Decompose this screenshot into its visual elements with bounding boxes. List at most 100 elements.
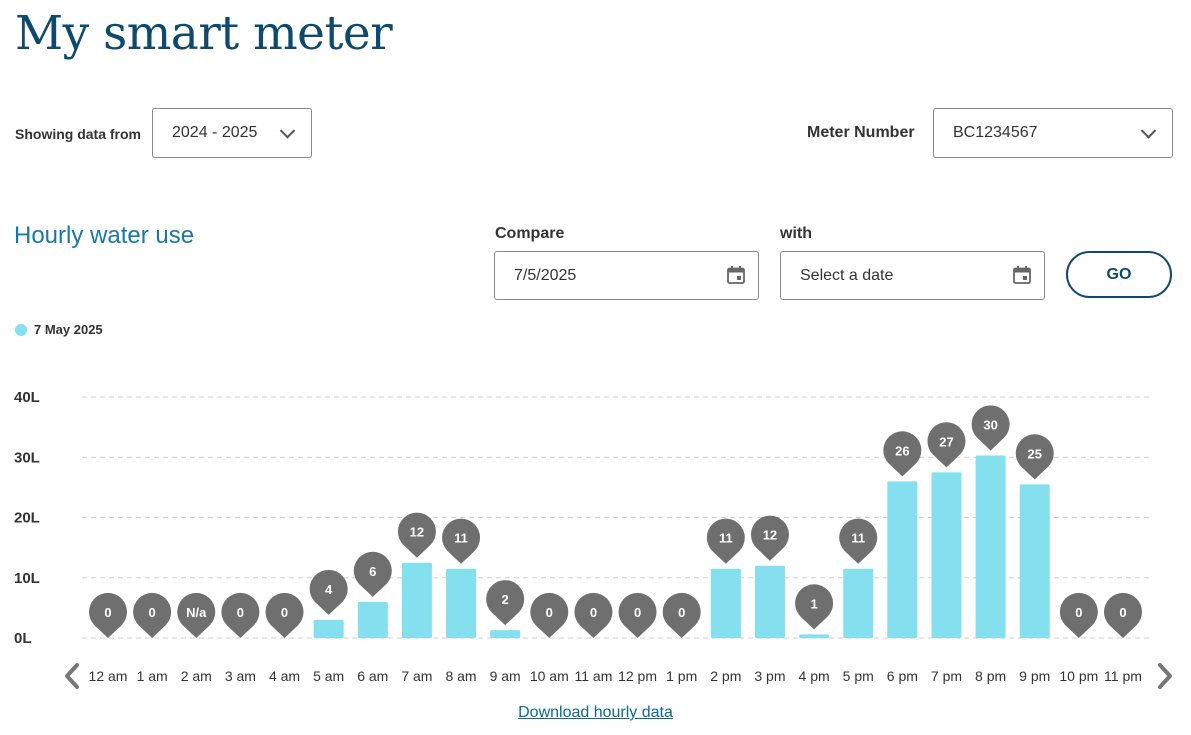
value-marker: [574, 592, 613, 638]
data-label: 27: [939, 434, 953, 449]
data-label: 0: [281, 605, 288, 620]
value-marker: [89, 592, 127, 638]
value-marker: [883, 431, 922, 477]
x-tick-label: 10 am: [530, 668, 569, 684]
data-label: 26: [895, 443, 909, 458]
value-marker: [795, 584, 834, 630]
data-label: N/a: [186, 605, 207, 620]
legend-swatch: [15, 324, 27, 336]
data-label: 1: [810, 596, 817, 611]
value-marker: [839, 518, 878, 564]
data-label: 4: [325, 582, 333, 597]
page-title: My smart meter: [15, 6, 393, 61]
legend-label: 7 May 2025: [34, 322, 103, 337]
section-title: Hourly water use: [14, 222, 195, 249]
download-hourly-data-link[interactable]: Download hourly data: [518, 704, 673, 721]
x-tick-label: 5 pm: [843, 668, 874, 684]
data-label: 0: [237, 605, 244, 620]
data-label: 11: [719, 531, 733, 546]
value-marker: [662, 592, 701, 638]
compare-label: Compare: [495, 225, 565, 242]
data-label: 0: [590, 605, 597, 620]
bar: [401, 562, 432, 638]
meter-number-select[interactable]: BC1234567: [933, 108, 1173, 158]
value-marker: [309, 569, 348, 615]
x-tick-label: 8 am: [445, 668, 476, 684]
data-label: 30: [983, 417, 997, 432]
with-label: with: [780, 225, 812, 242]
compare-date-value: 7/5/2025: [514, 266, 577, 284]
x-tick-label: 1 am: [137, 668, 168, 684]
data-label: 0: [678, 605, 685, 620]
x-tick-label: 12 pm: [618, 668, 657, 684]
chevron-right-icon[interactable]: [1155, 662, 1175, 690]
data-label: 0: [634, 605, 641, 620]
x-tick-label: 2 pm: [710, 668, 741, 684]
value-marker: [927, 422, 966, 468]
x-tick-label: 4 am: [269, 668, 300, 684]
x-tick-label: 6 pm: [887, 668, 918, 684]
calendar-icon[interactable]: [1012, 265, 1032, 285]
chevron-left-icon[interactable]: [62, 662, 82, 690]
meter-number-value: BC1234567: [953, 124, 1038, 141]
bar: [313, 619, 344, 638]
value-marker: [265, 592, 304, 638]
y-tick-label: 40L: [14, 389, 40, 406]
compare-date-input[interactable]: 7/5/2025: [494, 251, 759, 300]
data-label: 25: [1027, 446, 1041, 461]
period-label: Showing data from: [15, 126, 141, 142]
chevron-down-icon: [279, 123, 296, 139]
period-select[interactable]: 2024 - 2025: [152, 108, 312, 158]
value-marker: [353, 551, 392, 597]
bar: [1019, 484, 1050, 638]
data-label: 12: [763, 528, 777, 543]
bar: [931, 472, 962, 638]
chevron-down-icon: [1140, 123, 1157, 139]
bar: [446, 568, 477, 638]
data-label: 0: [1075, 605, 1082, 620]
value-marker: [397, 512, 436, 558]
bar: [357, 601, 388, 638]
value-marker: [530, 592, 569, 638]
value-marker: [486, 580, 525, 626]
x-tick-label: 2 am: [181, 668, 212, 684]
data-label: 0: [1119, 605, 1126, 620]
value-marker: [618, 592, 657, 638]
data-label: 0: [104, 605, 111, 620]
x-tick-label: 11 am: [574, 668, 612, 684]
meter-number-label: Meter Number: [807, 124, 915, 141]
x-tick-label: 9 am: [490, 668, 521, 684]
bar: [490, 630, 521, 638]
x-tick-label: 7 am: [401, 668, 432, 684]
with-date-input[interactable]: Select a date: [780, 251, 1045, 300]
data-label: 12: [410, 525, 424, 540]
value-marker: [706, 518, 745, 564]
value-marker: [133, 592, 172, 638]
data-label: 11: [454, 531, 468, 546]
bar: [975, 455, 1006, 638]
go-button[interactable]: GO: [1066, 251, 1172, 298]
bar: [754, 565, 785, 638]
hourly-water-chart: 0L 10L 20L 30L 40L 0 12 am 0 1 am N/a 2 am 0 3 am 0 4 …: [14, 389, 1150, 684]
period-value: 2024 - 2025: [172, 124, 258, 141]
bar: [843, 568, 874, 638]
value-marker: [177, 592, 216, 638]
value-marker: [442, 518, 481, 564]
data-label: 2: [502, 592, 509, 607]
data-label: 0: [149, 605, 156, 620]
value-marker: [1059, 592, 1098, 638]
x-tick-label: 3 pm: [754, 668, 785, 684]
y-tick-label: 30L: [14, 449, 40, 466]
bar: [799, 634, 830, 638]
x-tick-label: 4 pm: [799, 668, 830, 684]
with-date-placeholder: Select a date: [800, 266, 894, 284]
x-tick-label: 12 am: [89, 668, 128, 684]
value-marker: [1015, 434, 1054, 480]
bar: [887, 481, 918, 638]
x-tick-label: 7 pm: [931, 668, 962, 684]
x-tick-label: 9 pm: [1019, 668, 1050, 684]
bar: [710, 568, 741, 638]
calendar-icon[interactable]: [726, 265, 746, 285]
data-label: 11: [851, 531, 865, 546]
x-tick-label: 3 am: [225, 668, 256, 684]
